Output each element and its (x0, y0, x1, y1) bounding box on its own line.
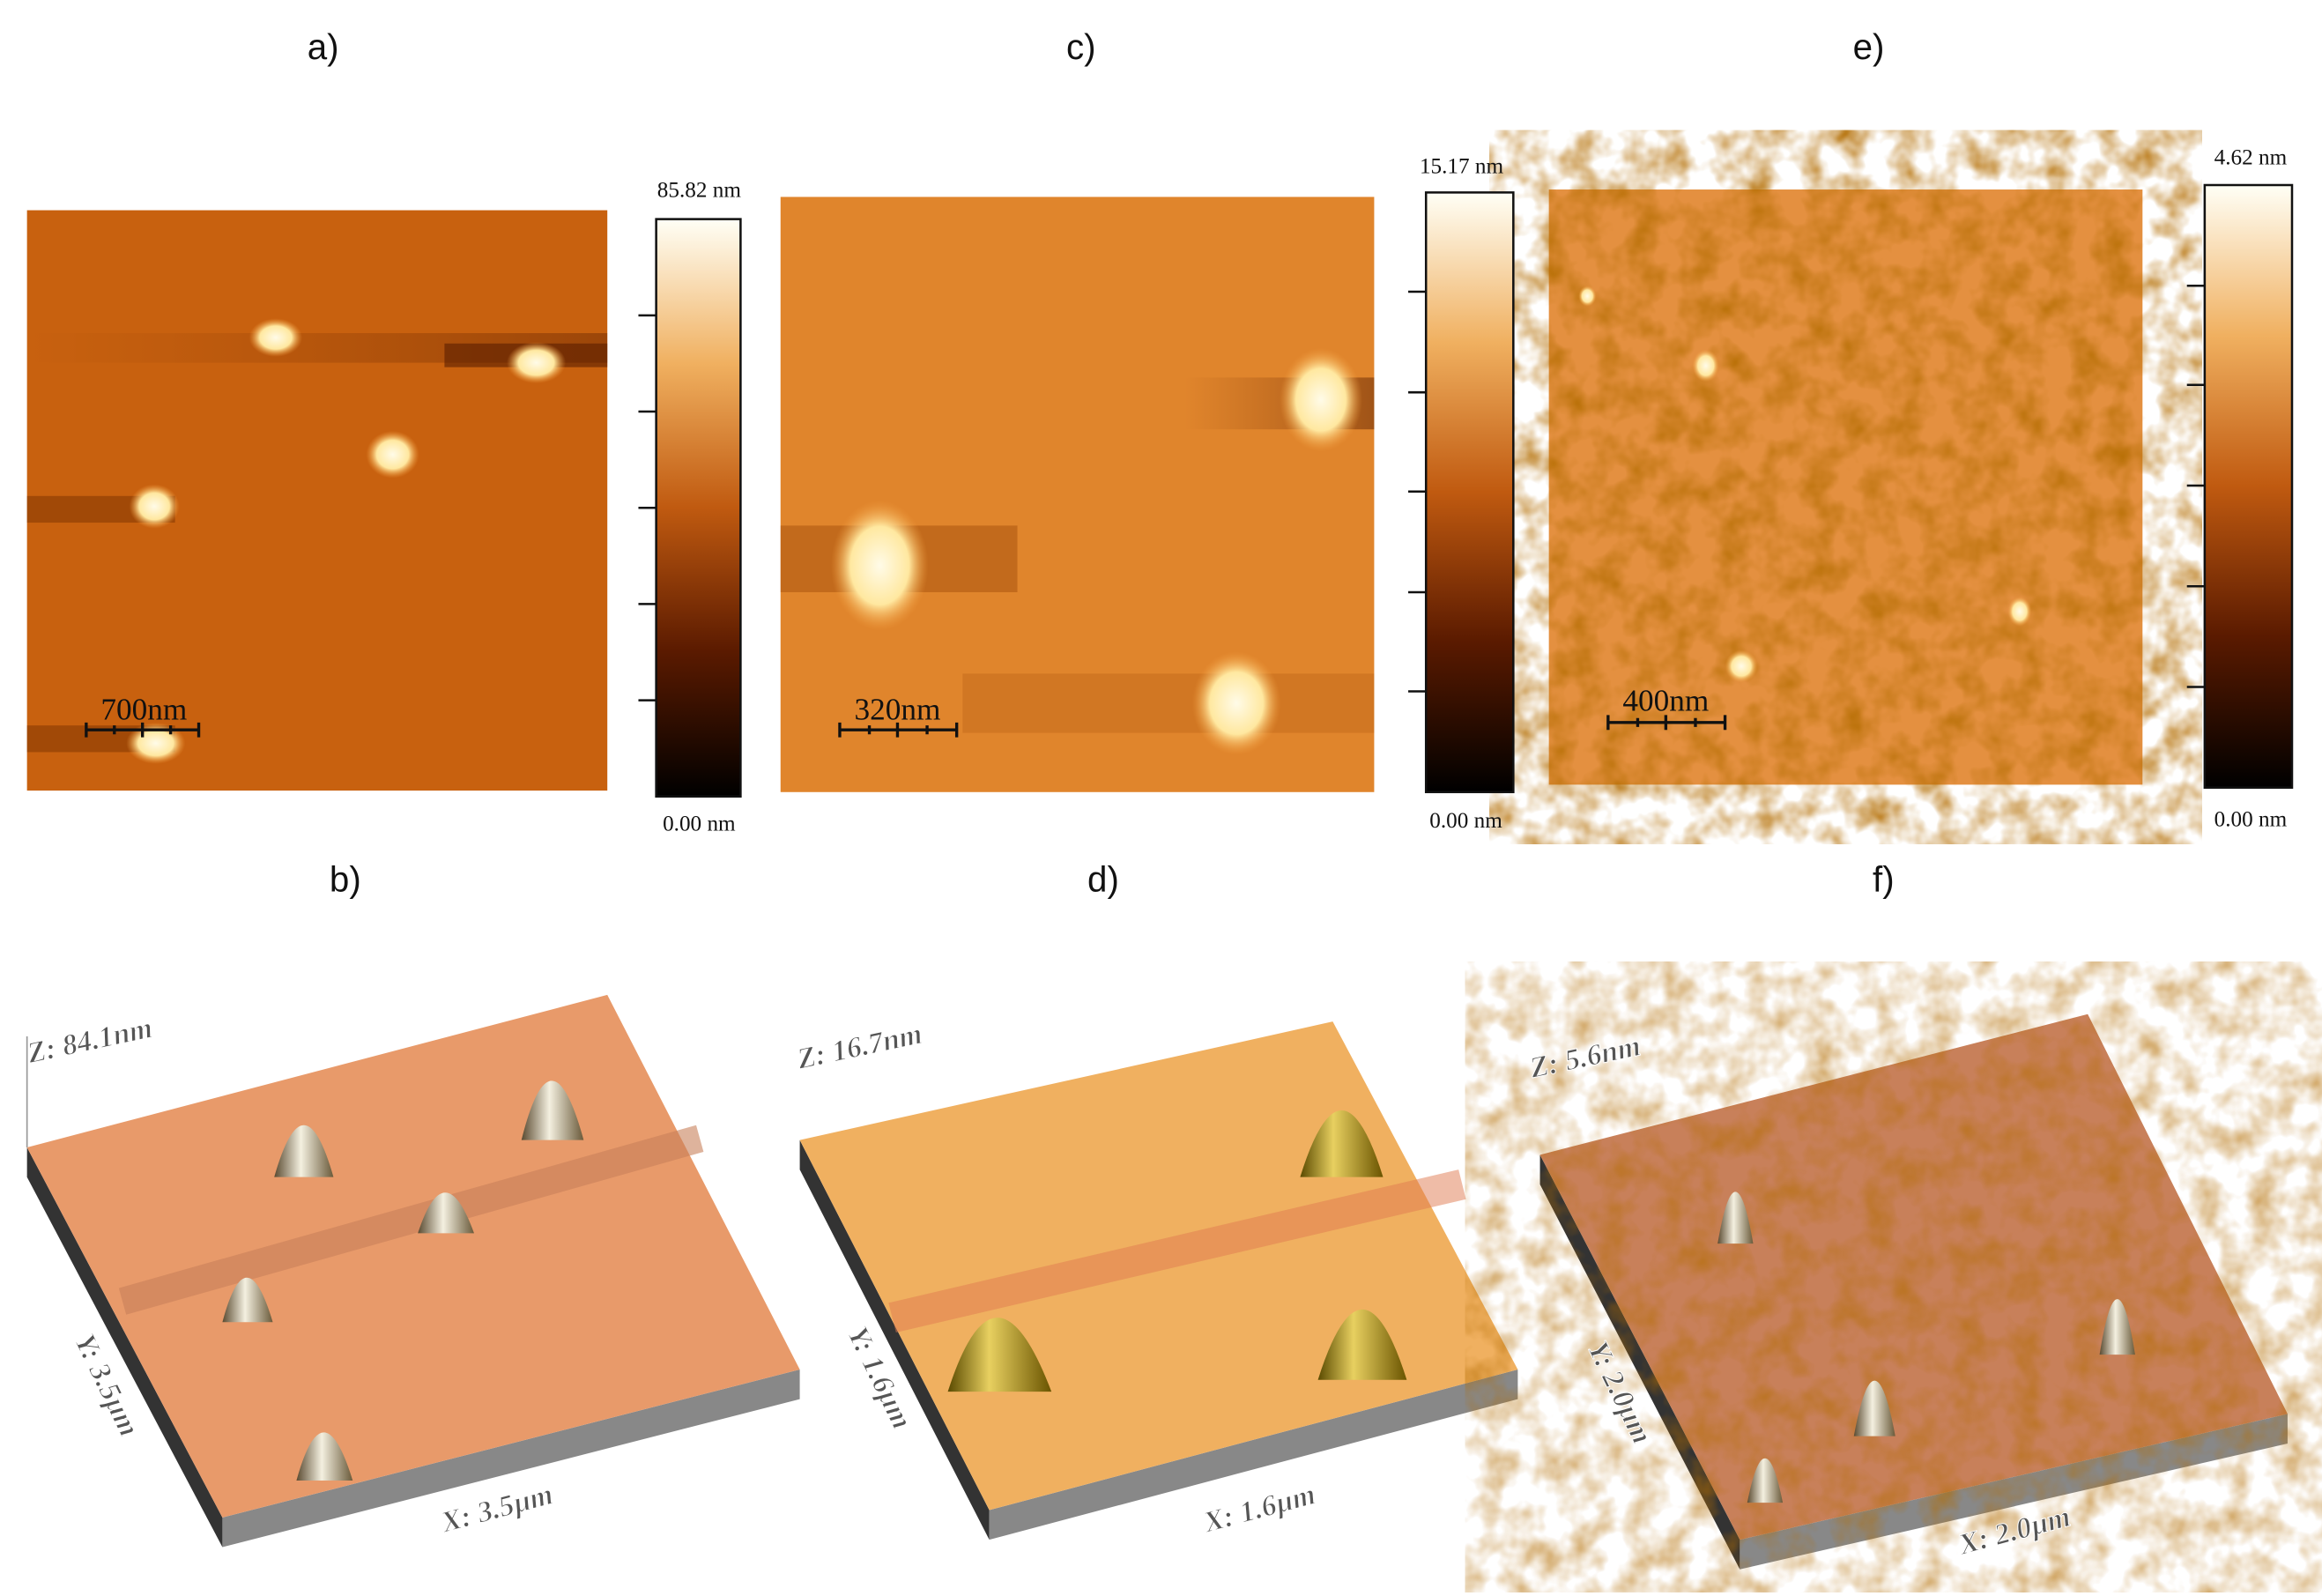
panel-label: e) (1853, 27, 1885, 67)
z-axis-label: Z: 84.1nm (24, 1012, 155, 1070)
colorbar-max: 15.17 nm (1420, 155, 1504, 179)
scale-bar-label: 400nm (1622, 683, 1709, 717)
panel-label: f) (1873, 859, 1895, 899)
scale-bar-label: 700nm (100, 692, 187, 726)
afm-3d-b (26, 994, 800, 1548)
afm-3d-f (1539, 1013, 2288, 1570)
afm-image-c (780, 197, 1375, 792)
colorbar (638, 183, 2294, 798)
scale-bar (85, 715, 1727, 738)
x-axis-label: X: 1.6µm (1199, 1478, 1319, 1539)
afm-image-a (26, 210, 608, 791)
colorbar-max: 85.82 nm (657, 178, 742, 202)
colorbar-min: 0.00 nm (663, 812, 736, 835)
z-axis-label: Z: 5.6nm (1526, 1029, 1643, 1085)
afm-3d-d (799, 1021, 1518, 1540)
colorbar-max: 4.62 nm (2214, 145, 2288, 169)
panel-label: a) (308, 27, 339, 67)
panel-label: d) (1087, 859, 1119, 899)
colorbar-min: 0.00 nm (2214, 807, 2288, 831)
colorbar-min: 0.00 nm (1429, 809, 1502, 833)
afm-image-e (1548, 189, 2143, 785)
panel-label: b) (330, 859, 361, 899)
panel-label: c) (1066, 27, 1096, 67)
z-axis-label: Z: 16.7nm (794, 1018, 925, 1076)
scale-bar-label: 320nm (854, 692, 940, 726)
